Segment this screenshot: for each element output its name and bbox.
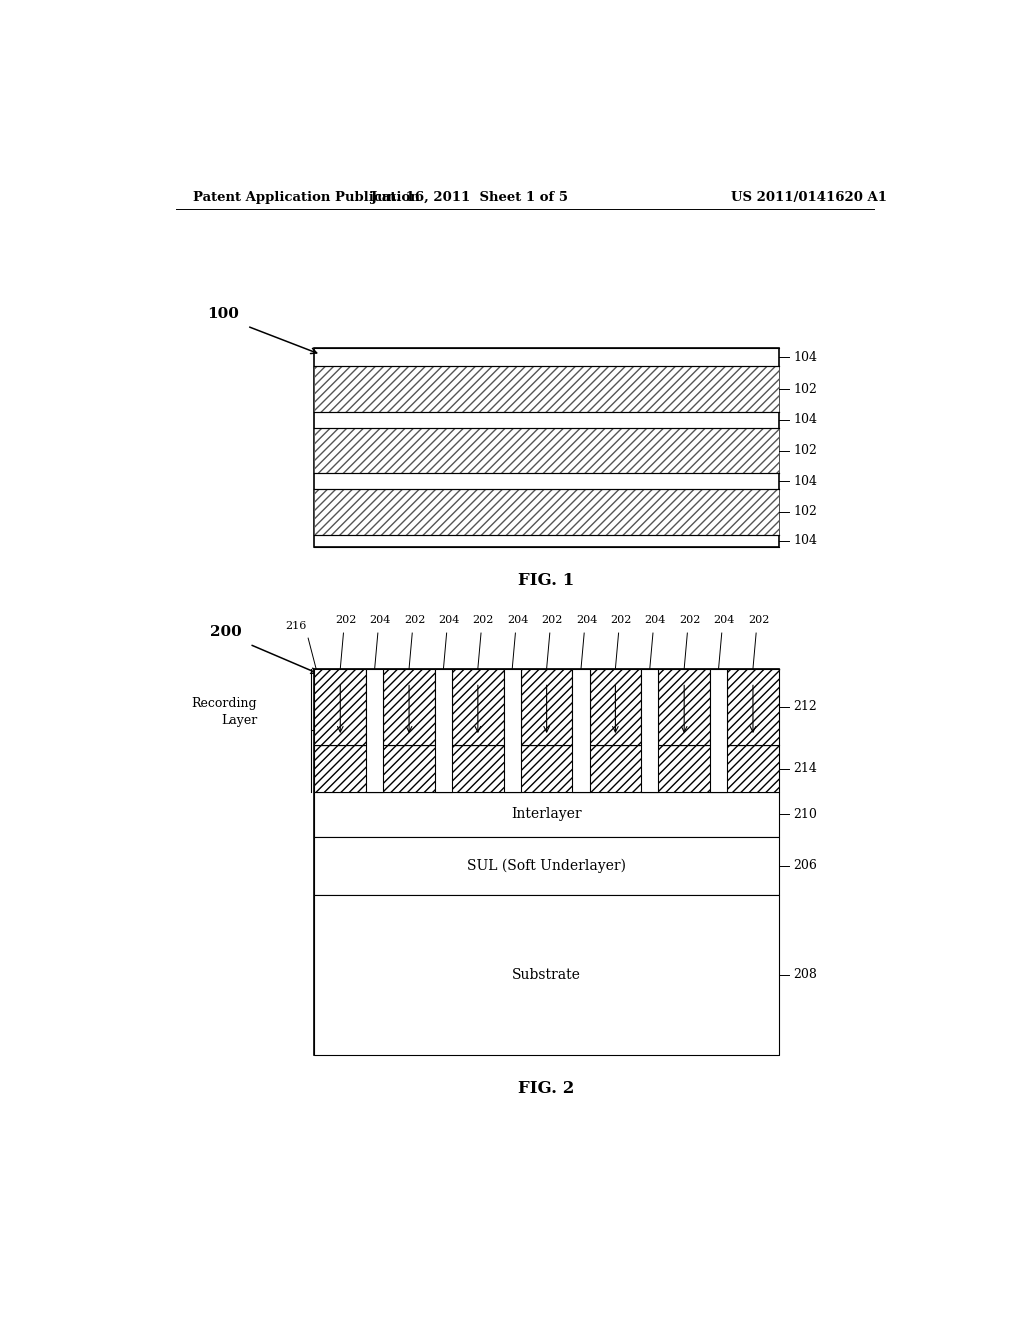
Bar bbox=[314, 895, 778, 1055]
Bar bbox=[590, 669, 641, 746]
Bar bbox=[504, 669, 521, 792]
Text: 210: 210 bbox=[793, 808, 817, 821]
Bar bbox=[452, 669, 504, 746]
Text: 202: 202 bbox=[679, 615, 700, 624]
Text: US 2011/0141620 A1: US 2011/0141620 A1 bbox=[731, 190, 887, 203]
Text: 102: 102 bbox=[793, 383, 817, 396]
Text: 204: 204 bbox=[370, 615, 391, 624]
Bar bbox=[435, 669, 452, 792]
Text: Interlayer: Interlayer bbox=[511, 808, 582, 821]
Bar bbox=[572, 669, 590, 792]
Text: 208: 208 bbox=[793, 969, 817, 981]
Text: Patent Application Publication: Patent Application Publication bbox=[194, 190, 420, 203]
Bar bbox=[658, 669, 710, 746]
Text: 206: 206 bbox=[793, 859, 817, 873]
Text: 202: 202 bbox=[610, 615, 632, 624]
Text: 204: 204 bbox=[714, 615, 735, 624]
Text: 202: 202 bbox=[473, 615, 495, 624]
Text: SUL (Soft Underlayer): SUL (Soft Underlayer) bbox=[467, 858, 626, 873]
Bar bbox=[314, 746, 778, 792]
Text: Substrate: Substrate bbox=[512, 968, 581, 982]
Bar bbox=[314, 367, 778, 412]
Text: 104: 104 bbox=[793, 535, 817, 548]
Text: 212: 212 bbox=[793, 701, 817, 713]
Text: 202: 202 bbox=[748, 615, 769, 624]
Text: 216: 216 bbox=[286, 620, 306, 631]
Text: 102: 102 bbox=[793, 506, 817, 519]
Text: FIG. 1: FIG. 1 bbox=[518, 572, 574, 589]
Text: 104: 104 bbox=[793, 475, 817, 488]
Bar bbox=[314, 837, 778, 895]
Text: 104: 104 bbox=[793, 413, 817, 426]
Text: 202: 202 bbox=[335, 615, 356, 624]
Text: Jun. 16, 2011  Sheet 1 of 5: Jun. 16, 2011 Sheet 1 of 5 bbox=[371, 190, 567, 203]
Text: 214: 214 bbox=[793, 762, 817, 775]
Bar bbox=[641, 669, 658, 792]
Bar bbox=[727, 669, 778, 746]
Bar bbox=[367, 669, 383, 792]
Text: Recording
Layer: Recording Layer bbox=[191, 697, 257, 727]
Bar bbox=[314, 490, 778, 535]
Text: 204: 204 bbox=[575, 615, 597, 624]
Text: FIG. 2: FIG. 2 bbox=[518, 1080, 574, 1097]
Bar bbox=[314, 348, 778, 546]
Text: 202: 202 bbox=[403, 615, 425, 624]
Bar bbox=[314, 792, 778, 837]
Bar bbox=[314, 669, 778, 1055]
Text: 204: 204 bbox=[507, 615, 528, 624]
Text: 100: 100 bbox=[207, 308, 239, 321]
Bar bbox=[314, 669, 367, 746]
Bar bbox=[710, 669, 727, 792]
Text: 204: 204 bbox=[645, 615, 666, 624]
Text: 200: 200 bbox=[210, 626, 242, 639]
Text: 104: 104 bbox=[793, 351, 817, 364]
Text: 204: 204 bbox=[438, 615, 460, 624]
Bar bbox=[314, 428, 778, 474]
Bar bbox=[521, 669, 572, 746]
Text: 202: 202 bbox=[542, 615, 563, 624]
Bar bbox=[383, 669, 435, 746]
Text: 102: 102 bbox=[793, 444, 817, 457]
